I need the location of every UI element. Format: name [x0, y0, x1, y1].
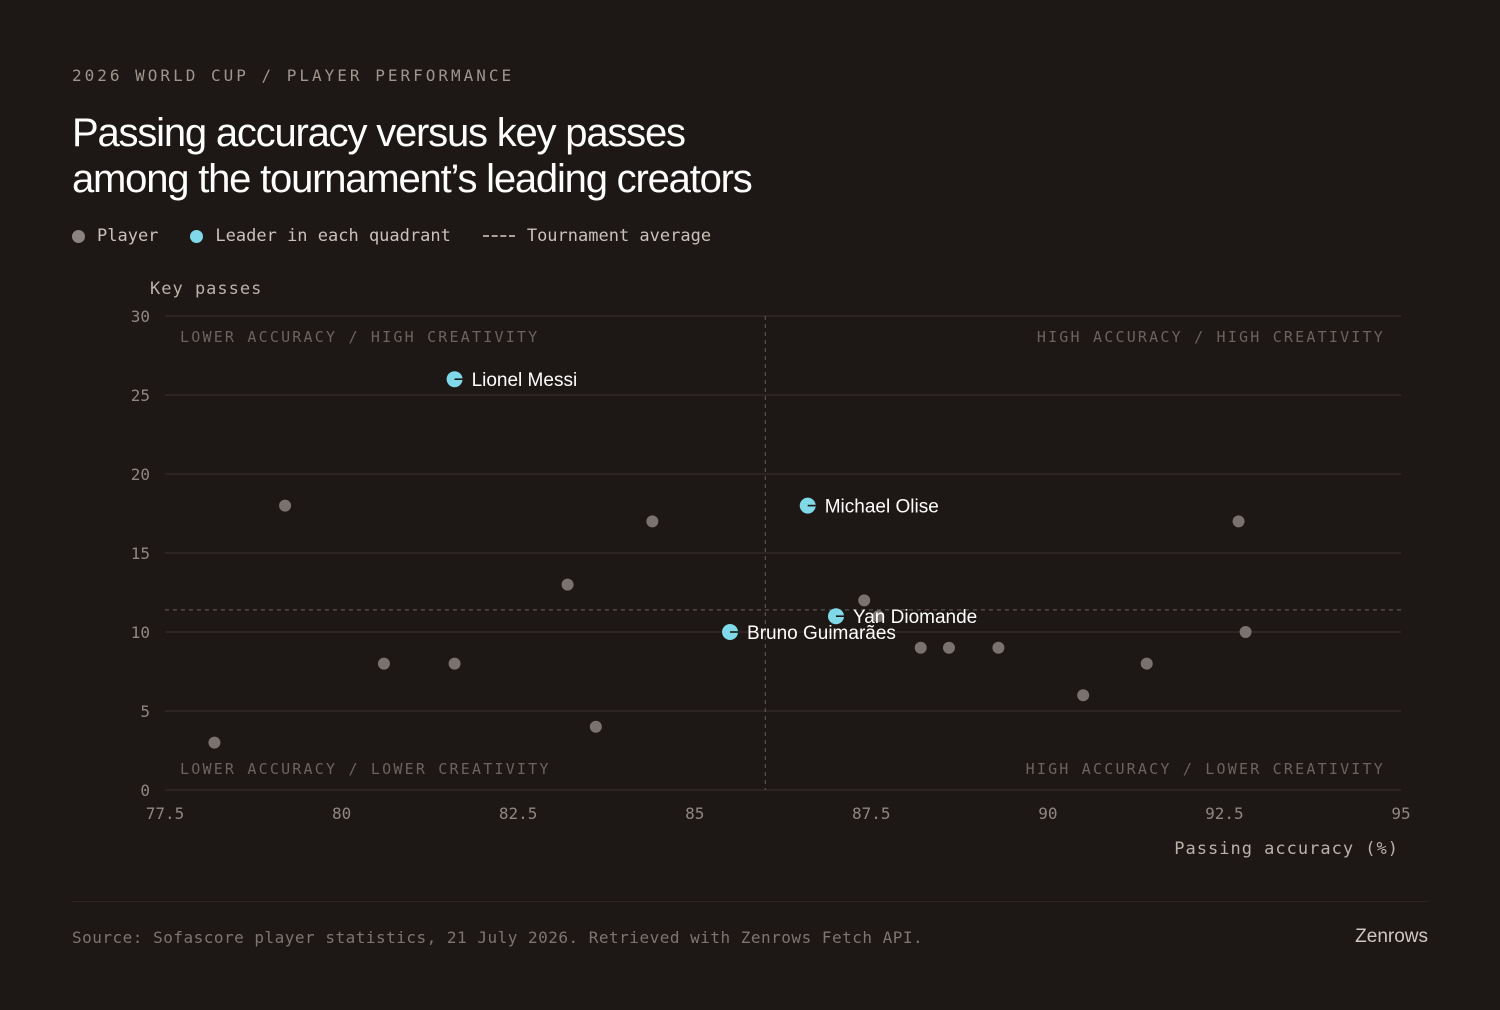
y-tick-label: 25 [131, 386, 150, 405]
legend-average-swatch [482, 235, 515, 237]
quadrant-label-bottom-left: LOWER ACCURACY / LOWER CREATIVITY [180, 760, 551, 778]
x-tick-label: 77.5 [146, 804, 185, 823]
player-point [858, 594, 871, 607]
player-point [942, 641, 955, 654]
chart-title: Passing accuracy versus key passes among… [72, 110, 972, 202]
y-tick-label: 0 [140, 781, 150, 800]
x-tick-label: 85 [685, 804, 704, 823]
player-point [279, 499, 292, 512]
x-tick-label: 90 [1038, 804, 1057, 823]
x-tick-label: 80 [332, 804, 351, 823]
x-tick-label: 92.5 [1205, 804, 1244, 823]
x-tick-label: 95 [1391, 804, 1410, 823]
x-tick-label: 82.5 [499, 804, 538, 823]
legend-player-swatch [72, 229, 85, 243]
player-point [377, 657, 390, 670]
chart-title-line-1: Passing accuracy versus key passes [72, 111, 686, 155]
player-point [589, 720, 602, 733]
player-point [448, 657, 461, 670]
legend-player-label: Player [97, 226, 159, 246]
footer-source: Source: Sofascore player statistics, 21 … [72, 928, 924, 947]
legend-item-average: Tournament average [482, 226, 712, 246]
chart-legend: Player Leader in each quadrant Tournamen… [72, 226, 743, 246]
x-axis-title: Passing accuracy (%) [1174, 839, 1399, 859]
x-tick-label: 87.5 [852, 804, 891, 823]
legend-leader-swatch [190, 229, 204, 243]
player-point [1140, 657, 1153, 670]
chart-kicker: 2026 WORLD CUP / PLAYER PERFORMANCE [72, 66, 515, 85]
chart-title-line-2: among the tournament’s leading creators [72, 157, 753, 201]
legend-leader-label: Leader in each quadrant [215, 226, 451, 246]
y-tick-label: 30 [131, 307, 150, 326]
quadrant-label-top-right: HIGH ACCURACY / HIGH CREATIVITY [1037, 328, 1385, 346]
quadrant-label-top-left: LOWER ACCURACY / HIGH CREATIVITY [180, 328, 539, 346]
y-axis-title: Key passes [150, 279, 262, 299]
legend-item-player: Player [72, 226, 158, 246]
leader-label: Michael Olise [825, 497, 939, 518]
leader-label: Yan Diomande [853, 607, 977, 628]
player-point [208, 736, 221, 749]
player-point [1077, 689, 1090, 702]
player-point [1232, 515, 1245, 528]
y-tick-label: 20 [131, 465, 150, 484]
player-point [1239, 626, 1252, 638]
player-point [872, 610, 885, 623]
y-tick-label: 15 [131, 544, 150, 563]
player-point [992, 641, 1005, 654]
leader-label: Bruno Guimarães [747, 623, 896, 644]
quadrant-label-bottom-right: HIGH ACCURACY / LOWER CREATIVITY [1026, 760, 1385, 778]
legend-item-leader: Leader in each quadrant [190, 226, 451, 246]
y-tick-label: 5 [140, 702, 150, 721]
y-tick-label: 10 [131, 623, 150, 642]
legend-average-label: Tournament average [526, 226, 712, 246]
leader-label: Lionel Messi [472, 370, 578, 391]
footer-brand: Zenrows [1355, 926, 1428, 947]
footer-divider [72, 901, 1428, 902]
scatter-chart: 0 5 10 15 20 25 30 77.5 80 82.5 85 87.5 90 92.5 95 Key … [131, 279, 1411, 859]
player-point [646, 515, 659, 528]
player-point [914, 641, 927, 654]
player-point [561, 578, 574, 591]
